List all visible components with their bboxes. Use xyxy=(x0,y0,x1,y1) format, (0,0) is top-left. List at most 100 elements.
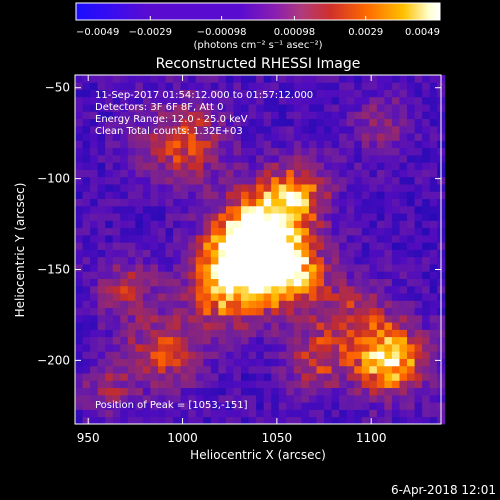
heatmap-cell xyxy=(112,394,121,403)
heatmap-cell xyxy=(331,394,340,403)
heatmap-cell xyxy=(339,198,348,207)
heatmap-cell xyxy=(339,402,348,410)
heatmap-cell xyxy=(82,242,91,250)
heatmap-cell xyxy=(376,227,385,236)
heatmap-cell xyxy=(256,104,265,112)
heatmap-cell xyxy=(142,176,151,185)
heatmap-cell xyxy=(82,227,91,236)
heatmap-cell xyxy=(271,322,280,330)
heatmap-cell xyxy=(361,242,370,250)
heatmap-cell xyxy=(120,387,129,396)
heatmap-cell xyxy=(391,205,400,214)
heatmap-cell xyxy=(339,147,348,156)
heatmap-cell xyxy=(339,249,348,258)
heatmap-cell xyxy=(142,307,151,316)
heatmap-cell xyxy=(120,104,129,112)
heatmap-cell xyxy=(241,213,249,221)
heatmap-cell xyxy=(422,227,431,236)
heatmap-cell xyxy=(376,358,385,367)
heatmap-cell xyxy=(376,234,385,243)
heatmap-cell xyxy=(263,278,272,287)
heatmap-cell xyxy=(256,256,265,265)
heatmap-cell xyxy=(180,198,189,207)
heatmap-cell xyxy=(354,278,363,287)
heatmap-cell xyxy=(324,75,332,83)
heatmap-cell xyxy=(256,147,265,156)
heatmap-cell xyxy=(75,191,83,199)
heatmap-cell xyxy=(293,278,302,287)
heatmap-cell xyxy=(180,329,189,338)
annotation-clean-counts: Clean Total counts: 1.32E+03 xyxy=(95,126,243,137)
heatmap-cell xyxy=(414,133,423,141)
heatmap-cell xyxy=(324,278,332,287)
heatmap-cell xyxy=(173,256,182,265)
heatmap-cell xyxy=(173,402,182,410)
heatmap-cell xyxy=(127,147,136,156)
heatmap-cell xyxy=(180,227,189,236)
heatmap-cell xyxy=(369,75,378,83)
heatmap-cell xyxy=(301,300,310,309)
heatmap-cell xyxy=(225,104,234,112)
heatmap-cell xyxy=(173,125,182,134)
heatmap-cell xyxy=(422,213,431,221)
heatmap-cell xyxy=(339,191,348,199)
heatmap-cell xyxy=(165,264,174,272)
heatmap-cell xyxy=(422,249,431,258)
heatmap-cell xyxy=(346,75,355,83)
heatmap-cell xyxy=(241,227,249,236)
heatmap-cell xyxy=(301,373,310,381)
heatmap-cell xyxy=(135,329,144,338)
heatmap-cell xyxy=(286,416,295,425)
heatmap-cell xyxy=(203,154,212,163)
heatmap-cell xyxy=(293,169,302,178)
heatmap-cell xyxy=(218,75,227,83)
heatmap-cell xyxy=(127,256,136,265)
heatmap-cell xyxy=(233,140,242,149)
heatmap-cell xyxy=(339,264,348,272)
heatmap-cell xyxy=(339,394,348,403)
heatmap-cell xyxy=(158,154,166,163)
heatmap-cell xyxy=(150,184,159,192)
heatmap-cell xyxy=(120,373,129,381)
heatmap-cell xyxy=(384,394,393,403)
heatmap-cell xyxy=(210,118,219,127)
heatmap-cell xyxy=(376,402,385,410)
heatmap-cell xyxy=(316,89,325,98)
heatmap-cell xyxy=(339,75,348,83)
heatmap-cell xyxy=(407,300,415,309)
heatmap-cell xyxy=(82,249,91,258)
heatmap-cell xyxy=(429,387,438,396)
heatmap-cell xyxy=(384,322,393,330)
heatmap-cell xyxy=(399,293,408,301)
heatmap-cell xyxy=(278,264,287,272)
heatmap-cell xyxy=(308,184,317,192)
heatmap-cell xyxy=(376,344,385,352)
heatmap-cell xyxy=(173,336,182,345)
heatmap-cell xyxy=(339,96,348,105)
heatmap-cell xyxy=(112,249,121,258)
heatmap-cell xyxy=(399,416,408,425)
heatmap-cell xyxy=(384,285,393,294)
heatmap-cell xyxy=(271,191,280,199)
heatmap-cell xyxy=(414,118,423,127)
heatmap-cell xyxy=(248,249,257,258)
heatmap-cell xyxy=(414,147,423,156)
heatmap-cell xyxy=(308,402,317,410)
heatmap-cell xyxy=(293,205,302,214)
heatmap-cell xyxy=(376,285,385,294)
heatmap-cell xyxy=(301,293,310,301)
heatmap-cell xyxy=(391,293,400,301)
heatmap-cell xyxy=(241,387,249,396)
heatmap-cell xyxy=(158,96,166,105)
heatmap-cell xyxy=(376,351,385,359)
heatmap-cell xyxy=(195,402,204,410)
heatmap-cell xyxy=(324,242,332,250)
heatmap-cell xyxy=(195,205,204,214)
heatmap-cell xyxy=(241,322,249,330)
heatmap-cell xyxy=(293,344,302,352)
heatmap-cell xyxy=(142,198,151,207)
heatmap-cell xyxy=(195,242,204,250)
heatmap-cell xyxy=(150,147,159,156)
heatmap-cell xyxy=(195,256,204,265)
heatmap-cell xyxy=(158,213,166,221)
